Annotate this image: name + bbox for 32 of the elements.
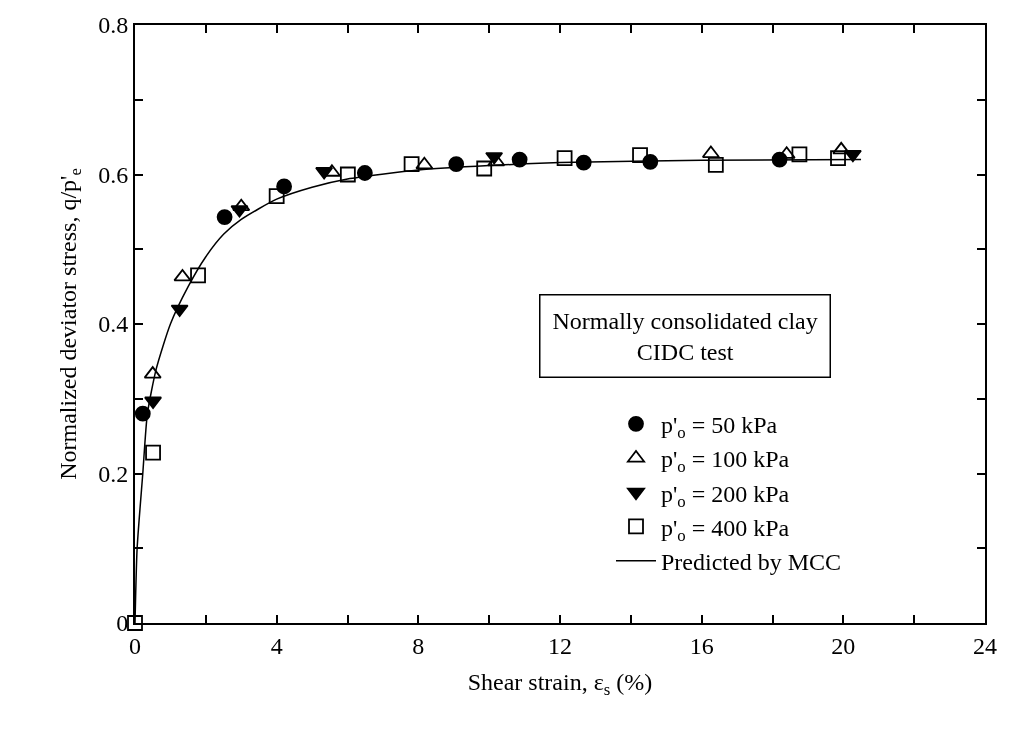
point xyxy=(268,188,285,205)
point xyxy=(707,156,724,173)
x-tick-label: 8 xyxy=(412,632,425,659)
x-axis-title: Shear strain, ε$_{s}$ (%) xyxy=(467,668,653,699)
point xyxy=(632,147,648,163)
legend-label: p'$_{o}$ = 200 kPa xyxy=(661,480,790,511)
point xyxy=(145,444,161,461)
legend-label: Predicted by MCC xyxy=(661,549,841,575)
y-tick-label: 0.6 xyxy=(98,161,129,188)
point xyxy=(556,150,573,166)
point xyxy=(403,156,420,172)
point xyxy=(127,615,143,631)
legend-label: p'$_{o}$ = 400 kPa xyxy=(661,514,790,545)
x-tick-label: 20 xyxy=(831,632,856,659)
x-tick-label: 24 xyxy=(973,632,997,659)
point xyxy=(830,150,846,166)
legend-label: p'$_{o}$ = 50 kPa xyxy=(661,412,778,443)
point xyxy=(339,166,356,183)
point xyxy=(476,160,493,177)
y-tick-label: 0.2 xyxy=(98,460,129,487)
point xyxy=(216,209,233,225)
point xyxy=(415,156,434,170)
annotation: Normally consolidated clay CIDC test xyxy=(552,307,818,365)
x-tick-label: 16 xyxy=(689,632,714,659)
y-tick-label: 0.4 xyxy=(98,311,129,338)
x-tick-label: 4 xyxy=(270,632,283,659)
x-tick-label: 12 xyxy=(548,632,572,659)
point xyxy=(448,156,465,172)
legend-label: p'$_{o}$ = 100 kPa xyxy=(661,446,790,477)
y-tick-label: 0.8 xyxy=(98,12,129,39)
point xyxy=(190,267,206,284)
point xyxy=(791,146,808,163)
